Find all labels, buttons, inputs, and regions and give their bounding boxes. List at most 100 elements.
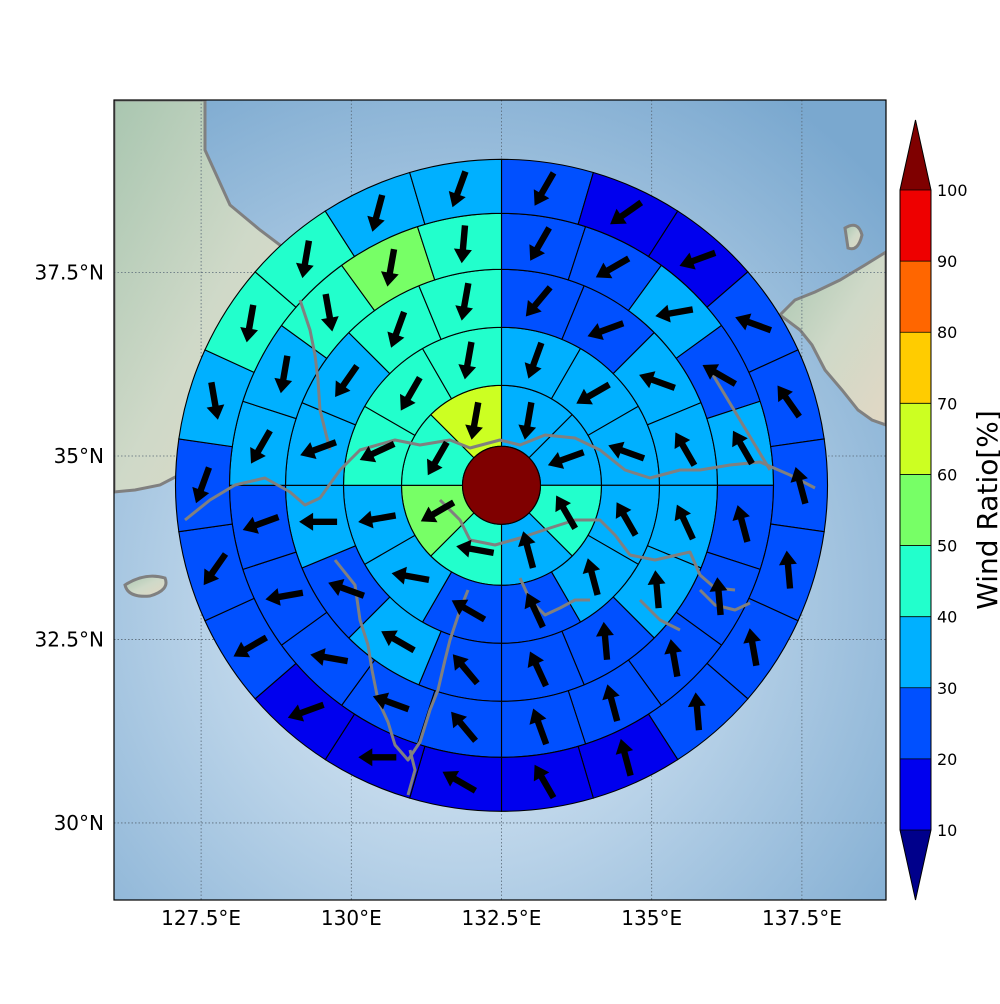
wind-arrow: [547, 449, 585, 469]
wind-arrow: [203, 552, 229, 586]
wind-arrow: [448, 170, 469, 208]
wind-arrow: [400, 376, 423, 411]
wind-arrow: [555, 495, 578, 530]
colorbar-tick-label: 80: [937, 323, 957, 342]
colorbar-label: Wind Ratio[%]: [971, 410, 1000, 610]
wind-arrow: [387, 310, 408, 348]
wind-arrow: [587, 320, 625, 340]
wind-arrow: [647, 570, 666, 609]
colorbar-segment: [900, 332, 931, 404]
wind-arrow: [595, 255, 631, 279]
wind-arrow: [639, 371, 676, 391]
x-tick-label: 132.5°E: [462, 906, 542, 930]
center-disc: [461, 445, 542, 525]
colorbar-segment: [900, 474, 931, 546]
wind-arrow: [674, 432, 698, 467]
wind-arrow: [206, 381, 225, 420]
wind-arrow: [674, 504, 696, 541]
wind-arrow: [582, 558, 601, 596]
wind-arrow: [655, 304, 694, 323]
wind-arrow: [533, 764, 557, 800]
wind-arrow: [790, 467, 809, 505]
wind-arrow: [465, 401, 483, 440]
wind-arrow: [735, 313, 772, 334]
wind-arrow: [321, 293, 339, 332]
wind-arrow: [615, 738, 634, 777]
wind-arrow: [596, 621, 614, 660]
colorbar-tick-label: 60: [937, 465, 957, 484]
wind-arrow: [702, 364, 737, 387]
wind-arrow: [524, 592, 546, 629]
wind-arrow: [576, 381, 611, 405]
colorbar-tick-label: 30: [937, 679, 957, 698]
colorbar-segment: [900, 545, 931, 617]
wind-arrow: [192, 466, 212, 504]
oki-island: [843, 223, 864, 251]
y-tick-label: 30°N: [54, 811, 104, 835]
wind-arrow: [732, 430, 755, 466]
wind-arrow: [358, 748, 397, 767]
wind-arrow: [242, 514, 280, 534]
colorbar: 10 20 30 40 50 60 70 80 90 100 Wind Ratio[%]: [899, 119, 1000, 901]
y-axis-ticks: 37.5°N 35°N 32.5°N 30°N: [35, 260, 105, 834]
colorbar-tick-label: 50: [937, 537, 957, 556]
wind-arrow: [287, 701, 325, 722]
jeju-island: [123, 574, 168, 598]
wind-arrow: [427, 440, 450, 476]
y-tick-label: 32.5°N: [35, 627, 105, 651]
wind-arrow: [442, 771, 477, 794]
wind-arrow: [525, 285, 553, 317]
japan-landmass: [777, 250, 886, 427]
colorbar-tick-label: 40: [937, 608, 957, 627]
wind-arrow: [358, 510, 397, 529]
colorbar-tick-label: 70: [937, 394, 957, 413]
wind-arrow: [777, 385, 802, 419]
x-tick-label: 137.5°E: [762, 906, 842, 930]
wind-arrow: [296, 240, 314, 279]
wind-arrow: [359, 441, 396, 463]
wind-arrow: [452, 654, 480, 686]
x-tick-label: 130°E: [321, 906, 382, 930]
colorbar-under-extension: [900, 830, 931, 900]
wind-arrow: [265, 588, 304, 606]
wind-arrow: [709, 577, 728, 616]
wind-arrow: [529, 226, 552, 261]
wind-arrow: [300, 439, 337, 459]
wind-arrow: [527, 651, 549, 688]
colorbar-tick-label: 20: [937, 750, 957, 769]
wind-arrow: [533, 171, 557, 206]
x-axis-ticks: 127.5°E 130°E 132.5°E 135°E 137.5°E: [161, 906, 842, 930]
wind-arrow: [381, 630, 416, 654]
wind-arrow: [240, 304, 258, 343]
wind-arrow: [455, 282, 473, 321]
wind-arrow: [274, 355, 293, 394]
colorbar-over-extension: [900, 120, 931, 190]
x-tick-label: 127.5°E: [161, 906, 241, 930]
wind-arrow: [391, 566, 430, 585]
wind-arrow: [687, 692, 706, 731]
colorbar-segment: [900, 616, 931, 688]
wind-arrow: [524, 341, 545, 379]
colorbar-segment: [900, 687, 931, 759]
wind-arrow: [732, 505, 751, 543]
wind-arrow: [743, 628, 761, 667]
wind-arrow: [372, 692, 410, 713]
coastline-overlay: [184, 299, 816, 796]
wind-arrow: [610, 199, 644, 225]
colorbar-tick-label: 10: [937, 821, 957, 840]
wind-arrow: [529, 708, 550, 746]
wind-arrow: [664, 639, 682, 678]
wind-arrow: [381, 248, 399, 287]
wind-arrow: [456, 539, 495, 558]
wind-arrow: [679, 249, 717, 270]
wind-arrow: [335, 364, 360, 397]
wind-arrow: [453, 225, 472, 264]
y-tick-label: 35°N: [54, 444, 104, 468]
colorbar-segment: [900, 261, 931, 333]
colorbar-tick-label: 100: [937, 181, 968, 200]
plot-area: 127.5°E 130°E 132.5°E 135°E 137.5°E 37.5°N 35…: [35, 99, 887, 930]
ratio-sectors: [175, 158, 828, 812]
colorbar-segment: [900, 190, 931, 262]
wind-arrow: [250, 429, 273, 464]
